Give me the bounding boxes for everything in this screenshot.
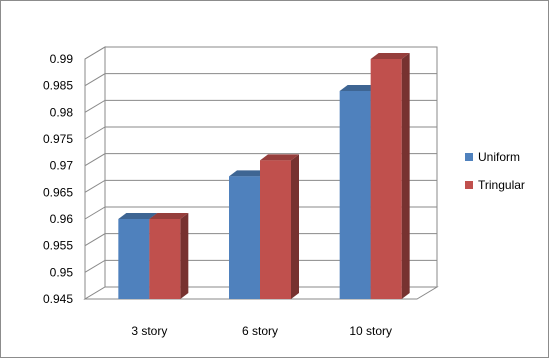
gridline xyxy=(84,233,437,247)
bar-side xyxy=(291,154,299,299)
gridline xyxy=(84,73,437,87)
gridline xyxy=(84,153,437,167)
bar-front xyxy=(260,160,291,299)
bar-top xyxy=(260,154,299,161)
bar-top xyxy=(118,213,158,219)
gridline xyxy=(84,206,437,220)
bar-front xyxy=(149,219,181,299)
bar-chart: 0.945 0.95 0.955 0.96 0.965 0.97 0.975 0.98 0.98… xyxy=(43,46,525,338)
y-tick-label: 0.975 xyxy=(43,132,73,146)
bar-front xyxy=(339,91,371,299)
y-tick-label: 0.97 xyxy=(50,159,74,173)
bar xyxy=(370,53,410,299)
gridline xyxy=(84,179,437,193)
bar xyxy=(149,213,189,299)
y-tick-label: 0.99 xyxy=(50,52,74,66)
x-category-label: 10 story xyxy=(349,324,392,338)
y-tick-label: 0.985 xyxy=(43,79,73,93)
bar-side xyxy=(180,213,189,299)
x-category-label: 3 story xyxy=(131,324,167,338)
bar-top xyxy=(229,170,268,177)
y-tick-label: 0.955 xyxy=(43,239,73,253)
bars xyxy=(118,53,410,299)
side-wall xyxy=(84,46,106,300)
legend-label: Uniform xyxy=(478,150,520,164)
gridline xyxy=(84,126,437,140)
y-tick-label: 0.945 xyxy=(43,292,73,306)
bar-front xyxy=(118,219,150,299)
y-tick-label: 0.95 xyxy=(50,265,74,279)
y-tick-label: 0.965 xyxy=(43,185,73,199)
bar-front xyxy=(229,176,260,299)
bar-top xyxy=(339,85,379,91)
bar-side xyxy=(401,53,410,299)
x-category-label: 6 story xyxy=(242,324,278,338)
bar xyxy=(260,154,299,299)
gridline xyxy=(84,99,437,113)
gridline xyxy=(84,46,437,60)
x-axis-categories: 3 story 6 story 10 story xyxy=(131,324,392,338)
gridlines xyxy=(84,46,437,273)
bar-top xyxy=(370,53,410,59)
legend: Uniform Tringular xyxy=(465,150,525,192)
gridline xyxy=(84,259,437,273)
y-axis-ticks: 0.945 0.95 0.955 0.96 0.965 0.97 0.975 0.98 0.98… xyxy=(43,52,73,306)
legend-label: Tringular xyxy=(478,178,525,192)
bar-front xyxy=(370,59,402,299)
bar-top xyxy=(149,213,189,219)
y-tick-label: 0.98 xyxy=(50,105,74,119)
legend-swatch xyxy=(465,181,473,189)
legend-swatch xyxy=(465,153,473,161)
y-tick-label: 0.96 xyxy=(50,212,74,226)
